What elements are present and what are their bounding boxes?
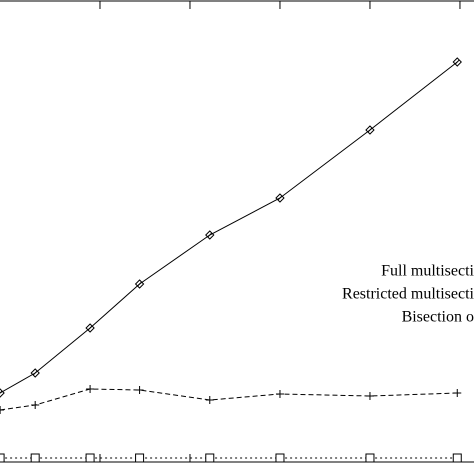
legend-label: Full multisecti [381,263,474,280]
diamond-marker [134,279,145,289]
diamond-marker [452,57,462,67]
diamond-marker [365,125,375,135]
series-line [0,388,458,411]
square-marker [30,453,40,463]
square-marker [0,453,5,463]
plus-marker [86,385,95,393]
plus-marker [365,392,374,400]
diamond-marker [205,230,215,240]
series-line [0,61,458,394]
diamond-marker [0,388,5,398]
square-marker [205,453,215,463]
square-marker [275,453,285,463]
plus-marker [275,390,284,398]
legend-label: Restricted multisecti [342,286,474,303]
diamond-marker [85,323,95,333]
diamond-marker [30,368,40,378]
diamond-marker [275,193,285,203]
square-marker [85,453,95,463]
plus-marker [31,401,40,409]
plus-marker [205,396,214,404]
plus-marker [0,406,5,414]
square-marker [452,453,462,463]
square-marker [365,453,375,463]
plus-marker [453,389,462,397]
legend-label: Bisection o [402,309,474,326]
plus-marker [135,386,144,394]
square-marker [135,453,145,463]
